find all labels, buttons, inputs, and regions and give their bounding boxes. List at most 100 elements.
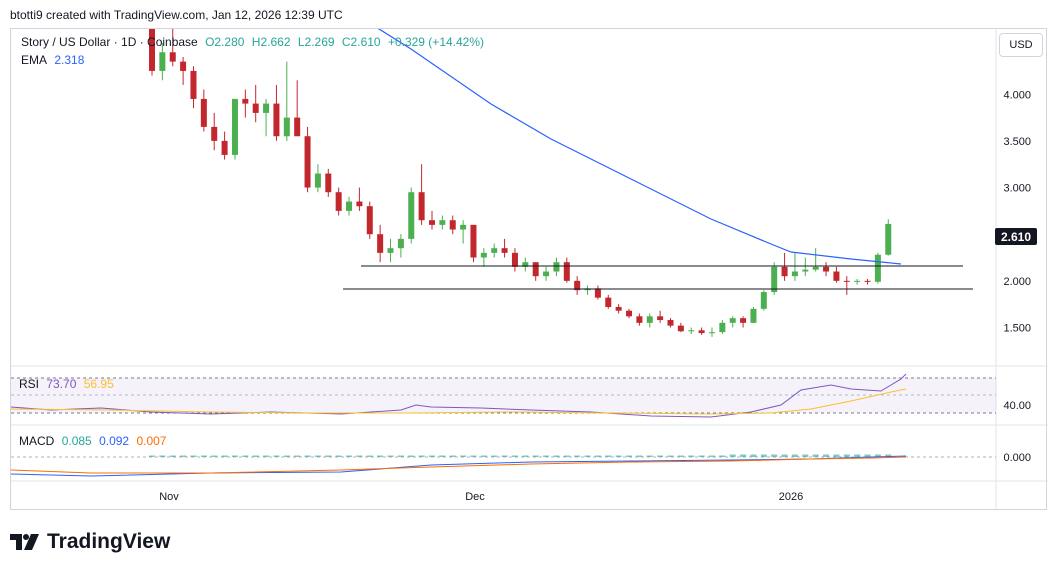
chart-frame[interactable]: 1.5002.0002.5003.0003.5004.00040.000.000… bbox=[10, 28, 1048, 511]
candle-body bbox=[242, 98, 249, 104]
macd-histogram-bar bbox=[428, 455, 435, 457]
candle-body bbox=[180, 61, 187, 71]
x-tick-label: Nov bbox=[159, 491, 179, 503]
macd-histogram-bar bbox=[356, 455, 363, 457]
ema-legend: EMA 2.318 bbox=[21, 53, 88, 67]
macd-histogram-bar bbox=[563, 455, 570, 457]
candle-body bbox=[864, 280, 871, 282]
macd-histogram-bar bbox=[677, 455, 684, 457]
candle-body bbox=[885, 223, 892, 255]
candle-body bbox=[543, 271, 550, 277]
macd-legend: MACD 0.085 0.092 0.007 bbox=[19, 434, 170, 448]
y-tick-label: 2.000 bbox=[1003, 276, 1031, 288]
candle-body bbox=[657, 316, 664, 321]
macd-histogram-bar bbox=[698, 455, 705, 457]
candle-body bbox=[283, 117, 290, 137]
candle-body bbox=[325, 173, 332, 193]
macd-histogram-bar bbox=[190, 455, 197, 457]
candle-body bbox=[408, 192, 415, 239]
candle-body bbox=[418, 192, 425, 221]
rsi-value: 73.70 bbox=[46, 377, 77, 391]
macd-histogram-bar bbox=[387, 455, 394, 457]
candle-body bbox=[563, 262, 570, 281]
candle-body bbox=[760, 292, 767, 309]
candle-body bbox=[366, 206, 373, 235]
macd-histogram-bar bbox=[180, 455, 187, 457]
macd-histogram-bar bbox=[294, 455, 301, 457]
candle-body bbox=[211, 126, 218, 141]
macd-histogram-bar bbox=[480, 455, 487, 457]
candle-body bbox=[698, 330, 705, 334]
macd-histogram-bar bbox=[252, 455, 259, 457]
macd-histogram-bar bbox=[719, 455, 726, 457]
candle-body bbox=[771, 266, 778, 293]
candle-body bbox=[781, 266, 788, 277]
macd-histogram-bar bbox=[377, 455, 384, 457]
currency-button[interactable]: USD bbox=[999, 33, 1043, 57]
price-chart[interactable]: 1.5002.0002.5003.0003.5004.00040.000.000… bbox=[11, 29, 1048, 511]
x-tick-label: Dec bbox=[465, 491, 485, 503]
macd-histogram-bar bbox=[149, 455, 155, 457]
candle-body bbox=[677, 325, 684, 332]
macd-histogram-bar bbox=[491, 455, 498, 457]
candle-body bbox=[708, 332, 715, 334]
candle-body bbox=[304, 136, 311, 188]
candle-body bbox=[729, 318, 736, 323]
candle-body bbox=[791, 271, 798, 277]
y-tick-label: 3.000 bbox=[1003, 183, 1031, 195]
candle-body bbox=[480, 252, 487, 258]
macd-histogram-bar bbox=[242, 455, 249, 457]
y-tick-label: 1.500 bbox=[1003, 323, 1031, 335]
symbol-title: Story / US Dollar · 1D · Coinbase bbox=[21, 35, 198, 49]
candle-body bbox=[605, 297, 612, 307]
candle-body bbox=[522, 262, 529, 267]
candle-body bbox=[719, 322, 726, 333]
macd-histogram-bar bbox=[594, 455, 601, 457]
candle-body bbox=[802, 269, 809, 272]
macd-histogram-bar bbox=[325, 455, 332, 457]
macd-histogram-bar bbox=[574, 455, 581, 457]
candle-body bbox=[812, 266, 819, 270]
candle-body bbox=[190, 70, 197, 99]
candle-body bbox=[667, 320, 674, 326]
candle-body bbox=[263, 103, 270, 113]
candle-body bbox=[200, 98, 207, 127]
candle-body bbox=[377, 234, 384, 253]
macd-histogram-bar bbox=[885, 454, 892, 457]
macd-value: 0.085 bbox=[61, 434, 92, 448]
macd-histogram-bar bbox=[263, 455, 270, 457]
rsi-tick-label: 40.00 bbox=[1003, 400, 1031, 412]
tradingview-brand[interactable]: TradingView bbox=[10, 530, 170, 554]
macd-label: MACD bbox=[19, 434, 55, 448]
macd-histogram-bar bbox=[418, 455, 425, 457]
macd-histogram-bar bbox=[283, 455, 290, 457]
macd-histogram-bar bbox=[439, 455, 446, 457]
macd-histogram-bar bbox=[646, 455, 653, 457]
macd-histogram-bar bbox=[511, 455, 518, 457]
macd-histogram-bar bbox=[708, 455, 715, 457]
candle-body bbox=[501, 248, 508, 253]
symbol-legend: Story / US Dollar · 1D · Coinbase O2.280… bbox=[21, 35, 488, 49]
candle-body bbox=[346, 201, 353, 211]
macd-histogram-bar bbox=[200, 455, 207, 457]
candle-body bbox=[532, 262, 539, 277]
macd-histogram-bar bbox=[729, 454, 736, 457]
rsi-ma-line bbox=[11, 388, 907, 415]
candle-body bbox=[252, 103, 259, 113]
ema-value: 2.318 bbox=[54, 53, 85, 67]
candle-body bbox=[511, 252, 518, 267]
macd-histogram-bar bbox=[636, 455, 643, 457]
candle-body bbox=[460, 224, 467, 230]
candle-body bbox=[169, 52, 176, 62]
macd-histogram-bar bbox=[532, 455, 539, 457]
ema-line bbox=[377, 29, 902, 265]
macd-histogram-bar bbox=[522, 455, 529, 457]
candle-body bbox=[843, 280, 850, 282]
x-tick-label: 2026 bbox=[779, 491, 803, 503]
candle-body bbox=[314, 173, 321, 188]
macd-histogram-bar bbox=[781, 454, 788, 457]
candle-body bbox=[387, 248, 394, 253]
macd-histogram-bar bbox=[553, 455, 560, 457]
candle-body bbox=[553, 262, 560, 272]
macd-histogram-bar bbox=[854, 454, 861, 457]
